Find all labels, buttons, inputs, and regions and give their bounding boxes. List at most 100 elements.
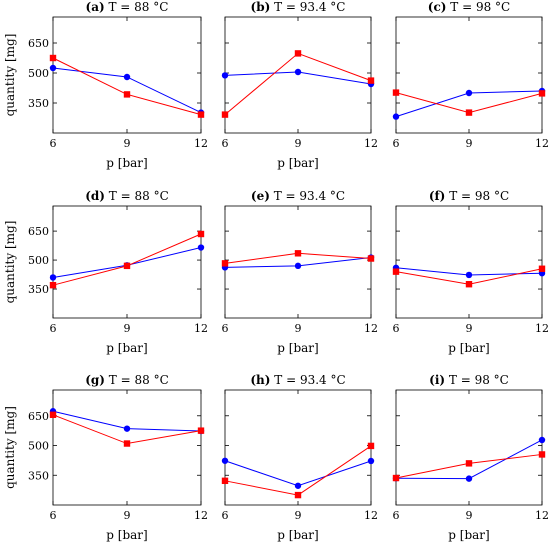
data-point-square xyxy=(294,250,302,257)
data-point-square xyxy=(367,255,375,262)
panel-title-text: T = 98 °C xyxy=(445,189,509,203)
data-point-circle xyxy=(465,271,473,279)
data-point-square xyxy=(465,109,473,116)
panel-title-text: T = 88 °C xyxy=(105,189,169,203)
x-tick-label: 6 xyxy=(393,509,400,522)
panel-b: (b) T = 93.4 °C 6 9 12 p [bar] xyxy=(222,0,379,170)
series-line-blue xyxy=(224,460,372,487)
x-axis-label: p [bar] xyxy=(106,341,147,355)
y-tick-label: 500 xyxy=(28,440,49,453)
data-point-circle xyxy=(538,436,546,444)
x-tick-label: 9 xyxy=(124,137,131,150)
panel-title-text: T = 93.4 °C xyxy=(270,0,345,14)
data-point-square xyxy=(221,477,229,485)
panel-h: (h) T = 93.4 °C 6 9 12 p [bar] xyxy=(222,373,379,542)
x-tick-label: 6 xyxy=(393,137,400,150)
x-tick-label: 12 xyxy=(364,509,378,522)
y-tick-label: 350 xyxy=(28,283,49,296)
data-point-square xyxy=(392,268,400,275)
panel-a: (a) T = 88 °C 6 9 12 350 500 650 p [bar] quantit… xyxy=(3,0,208,170)
panel-title: (h) T = 93.4 °C xyxy=(250,373,345,387)
series-line-red xyxy=(52,57,202,116)
data-point-square xyxy=(367,442,375,450)
panel-label: (i) xyxy=(429,373,445,387)
data-point-square xyxy=(294,491,302,499)
panel-d: (d) T = 88 °C 6 9 12 350 500 650 p [bar] quantit… xyxy=(3,189,208,355)
plot-frame xyxy=(52,205,202,319)
x-tick-label: 9 xyxy=(295,509,302,522)
panel-title-text: T = 88 °C xyxy=(105,0,169,14)
series-line-red xyxy=(52,233,202,286)
data-point-square xyxy=(392,89,400,96)
data-point-circle xyxy=(294,262,302,270)
data-point-circle xyxy=(221,72,229,79)
y-axis-label: quantity [mg] xyxy=(3,34,17,117)
x-tick-label: 12 xyxy=(364,137,378,150)
data-point-square xyxy=(49,54,57,62)
data-point-square xyxy=(367,77,375,84)
data-point-circle xyxy=(294,68,302,76)
x-tick-label: 6 xyxy=(50,137,57,150)
x-tick-label: 12 xyxy=(535,322,549,335)
panel-label: (c) xyxy=(428,0,447,14)
panel-title-text: T = 93.4 °C xyxy=(270,189,345,203)
data-point-circle xyxy=(49,274,57,281)
panel-title: (i) T = 98 °C xyxy=(429,373,509,387)
plot-frame xyxy=(395,389,543,506)
x-tick-label: 12 xyxy=(535,509,549,522)
data-point-square xyxy=(294,50,302,57)
panel-c: (c) T = 98 °C 6 9 12 xyxy=(393,0,550,150)
x-tick-label: 9 xyxy=(124,509,131,522)
x-tick-label: 6 xyxy=(50,509,57,522)
x-axis-label: p [bar] xyxy=(277,156,318,170)
panel-label: (h) xyxy=(250,373,270,387)
panel-title-text: T = 98 °C xyxy=(445,373,509,387)
data-point-circle xyxy=(221,457,229,464)
panel-f: (f) T = 98 °C 6 9 12 p [bar] xyxy=(393,189,550,355)
data-point-square xyxy=(465,460,473,467)
plot-frame xyxy=(52,389,202,506)
data-point-circle xyxy=(465,475,473,482)
x-tick-label: 6 xyxy=(222,509,229,522)
panel-title: (e) T = 93.4 °C xyxy=(251,189,345,203)
x-tick-label: 9 xyxy=(466,137,473,150)
data-point-square xyxy=(538,451,546,458)
x-tick-label: 12 xyxy=(535,137,549,150)
panel-g: (g) T = 88 °C 6 9 12 350 500 650 p [bar] quantit… xyxy=(3,373,208,542)
x-tick-label: 12 xyxy=(364,322,378,335)
plot-frame xyxy=(224,205,372,319)
data-point-square xyxy=(123,262,131,270)
panel-title: (f) T = 98 °C xyxy=(429,189,509,203)
x-axis-label: p [bar] xyxy=(277,341,318,355)
x-tick-label: 6 xyxy=(393,322,400,335)
panel-e: (e) T = 93.4 °C 6 9 12 p [bar] xyxy=(222,189,379,355)
panel-title: (g) T = 88 °C xyxy=(85,373,169,387)
data-point-circle xyxy=(49,64,57,72)
x-tick-label: 9 xyxy=(295,322,302,335)
data-point-circle xyxy=(123,73,131,81)
data-point-square xyxy=(221,260,229,267)
y-tick-label: 350 xyxy=(28,97,49,110)
panel-label: (a) xyxy=(86,0,105,14)
data-point-square xyxy=(221,111,229,118)
panel-label: (g) xyxy=(85,373,105,387)
x-tick-label: 12 xyxy=(194,509,208,522)
panel-title: (d) T = 88 °C xyxy=(85,189,169,203)
data-point-square xyxy=(197,427,205,434)
data-point-square xyxy=(538,90,546,97)
data-point-circle xyxy=(294,482,302,489)
y-axis-label: quantity [mg] xyxy=(3,406,17,489)
y-tick-label: 350 xyxy=(28,469,49,482)
panel-title-text: T = 98 °C xyxy=(446,0,510,14)
x-tick-label: 9 xyxy=(466,322,473,335)
data-point-square xyxy=(392,474,400,482)
panel-title-text: T = 93.4 °C xyxy=(270,373,345,387)
x-tick-label: 6 xyxy=(50,322,57,335)
x-tick-label: 12 xyxy=(194,137,208,150)
data-point-square xyxy=(538,265,546,272)
panel-label: (f) xyxy=(429,189,446,203)
x-axis-label: p [bar] xyxy=(448,341,489,355)
panel-title: (b) T = 93.4 °C xyxy=(251,0,346,14)
panel-label: (d) xyxy=(85,189,105,203)
